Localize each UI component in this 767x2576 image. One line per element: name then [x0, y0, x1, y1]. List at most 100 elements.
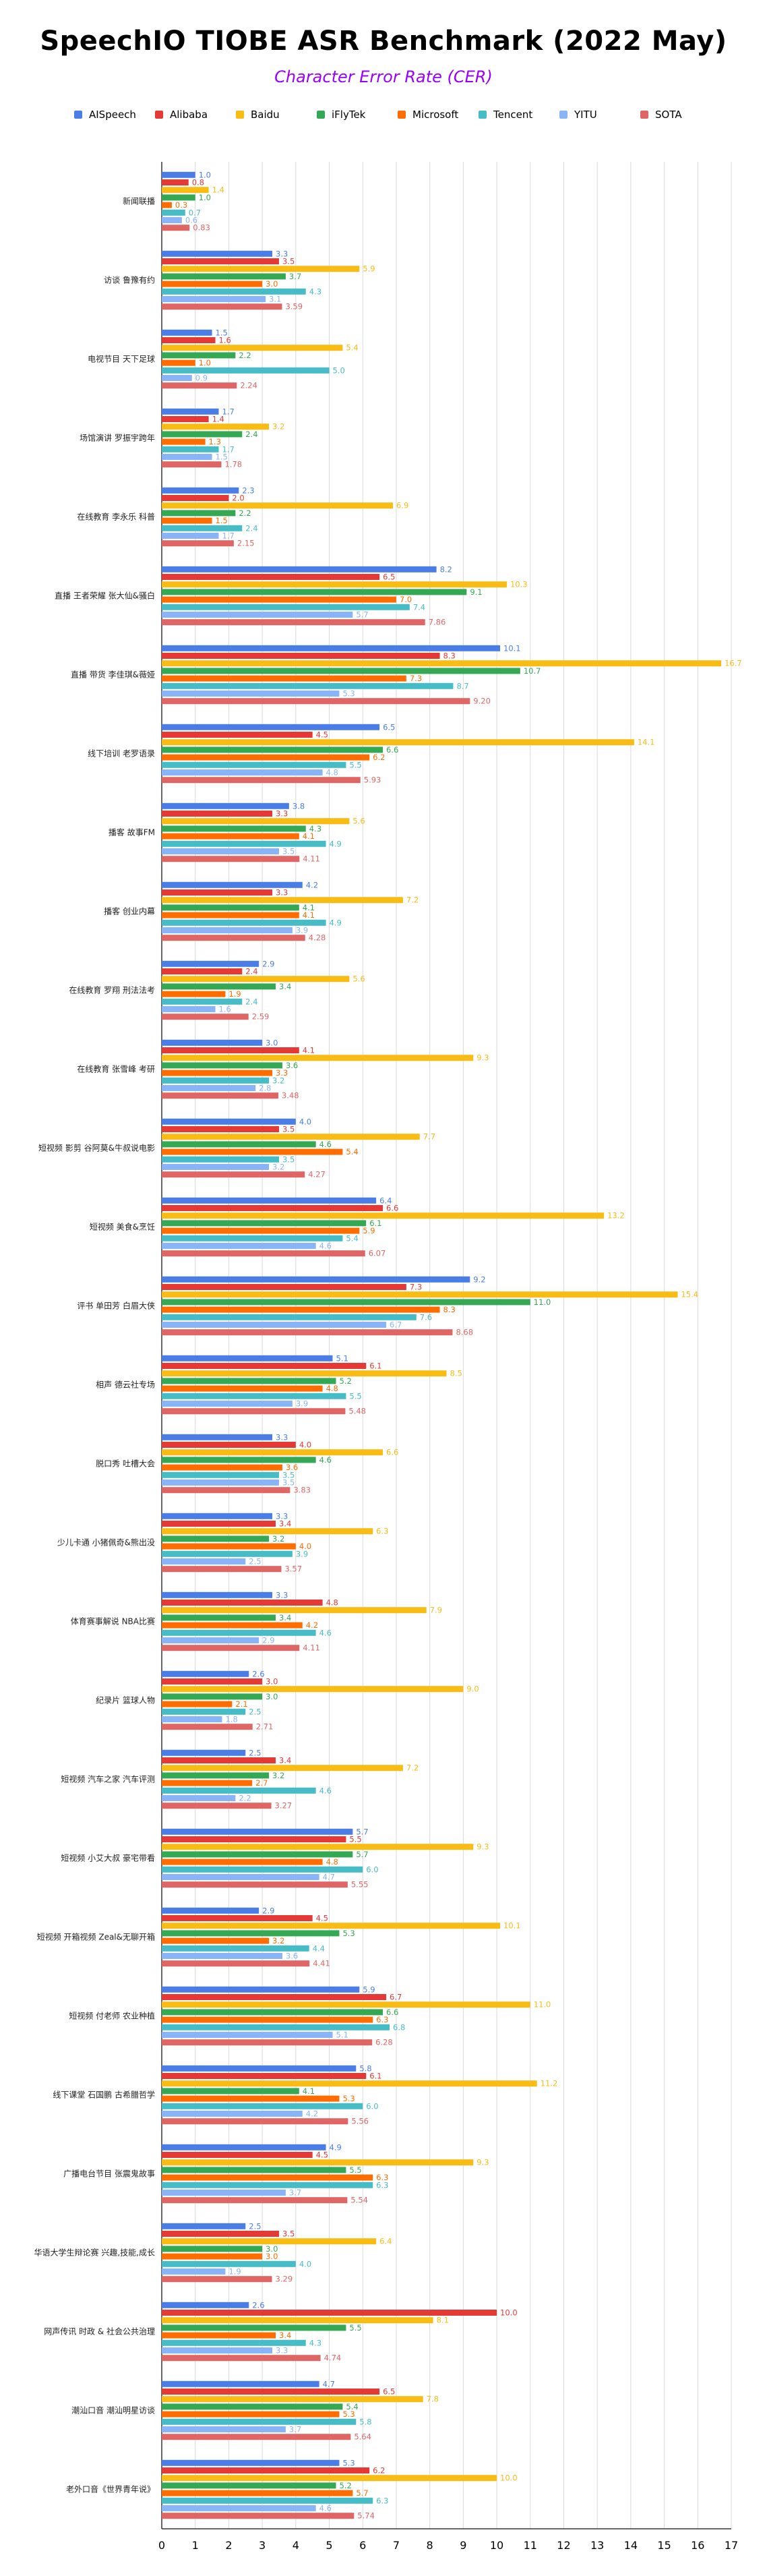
category-label: 华语大学生辩论赛 兴趣,技能,成长 [34, 2248, 155, 2258]
data-label: 6.2 [373, 753, 385, 762]
chart-title: SpeechIO TIOBE ASR Benchmark (2022 May) [40, 26, 727, 57]
bar [162, 2396, 423, 2403]
bar [162, 2111, 303, 2117]
data-label: 6.07 [369, 1249, 386, 1258]
x-tick-label: 15 [657, 2539, 671, 2552]
data-label: 2.15 [237, 539, 255, 548]
bar [162, 991, 226, 997]
category-label: 新闻联播 [123, 196, 155, 206]
data-label: 13.2 [607, 1211, 625, 1221]
data-label: 3.5 [282, 2229, 295, 2239]
bar [162, 1645, 300, 1651]
bar [162, 927, 293, 933]
bar [162, 960, 259, 967]
bar [162, 2167, 346, 2173]
data-label: 5.6 [352, 817, 365, 826]
bar [162, 1134, 420, 1140]
bar [162, 1836, 346, 1842]
data-label: 1.9 [228, 2267, 241, 2277]
bar [162, 1550, 293, 1557]
bar [162, 968, 243, 974]
bar [162, 2223, 246, 2229]
data-label: 0.8 [192, 178, 204, 187]
data-label: 1.0 [199, 358, 211, 368]
bar [162, 1670, 249, 1677]
bar [162, 2355, 321, 2362]
bar [162, 825, 306, 832]
data-label: 4.6 [319, 2504, 332, 2513]
bar [162, 1322, 387, 1328]
data-label: 3.2 [272, 1163, 284, 1172]
bar [162, 1708, 246, 1715]
data-label: 0.6 [185, 216, 197, 225]
data-label: 5.3 [342, 1929, 355, 1938]
data-label: 3.9 [296, 1399, 308, 1409]
data-label: 5.7 [356, 610, 368, 620]
data-label: 2.2 [239, 508, 251, 518]
data-label: 7.3 [410, 1283, 422, 1292]
data-label: 8.3 [443, 651, 456, 661]
data-label: 5.48 [348, 1407, 366, 1416]
legend-swatch [74, 111, 82, 119]
data-label: 2.0 [232, 494, 244, 503]
data-label: 2.5 [249, 1748, 261, 1757]
bar [162, 1363, 367, 1369]
bar [162, 540, 234, 547]
bar [162, 1866, 363, 1873]
bar [162, 2231, 279, 2237]
data-label: 4.0 [299, 1117, 311, 1126]
bar [162, 2238, 377, 2245]
data-label: 4.6 [319, 1140, 332, 1149]
bar [162, 1693, 263, 1700]
data-label: 4.7 [323, 2379, 335, 2389]
data-label: 6.5 [383, 573, 395, 582]
bar [162, 438, 206, 445]
data-label: 2.4 [245, 523, 257, 533]
data-label: 2.24 [240, 381, 257, 390]
bar [162, 1844, 474, 1850]
data-label: 3.6 [286, 1061, 298, 1070]
x-tick-label: 6 [359, 2539, 366, 2552]
category-label: 短视频 美食&烹饪 [90, 1222, 155, 1232]
bar [162, 935, 305, 941]
bar [162, 1055, 474, 1061]
bar [162, 1370, 447, 1377]
data-label: 4.2 [306, 1620, 318, 1630]
bar [162, 1558, 246, 1564]
bar [162, 2403, 343, 2410]
bar [162, 919, 326, 926]
category-label: 短视频 开箱视频 Zeal&无聊开箱 [37, 1932, 155, 1942]
data-label: 5.54 [350, 2196, 368, 2205]
data-label: 5.5 [349, 760, 361, 769]
bar [162, 1566, 282, 1573]
bar [162, 1164, 270, 1170]
data-label: 1.7 [222, 444, 235, 454]
category-label: 场馆演讲 罗振宇跨年 [80, 433, 155, 443]
data-label: 1.8 [225, 1715, 237, 1724]
bar [162, 2505, 316, 2511]
bar [162, 2434, 351, 2440]
bar [162, 1141, 316, 1148]
data-label: 3.0 [266, 1692, 278, 1701]
data-label: 4.4 [313, 1943, 325, 1953]
data-label: 4.1 [303, 1046, 315, 1055]
data-label: 4.5 [316, 1914, 328, 1923]
bar [162, 179, 189, 185]
data-label: 5.9 [363, 1226, 375, 1235]
bar [162, 2197, 348, 2204]
x-tick-label: 9 [460, 2539, 466, 2552]
data-label: 3.8 [293, 801, 305, 811]
bar [162, 408, 219, 415]
data-label: 5.4 [346, 1233, 358, 1243]
x-tick-label: 12 [557, 2539, 570, 2552]
bar [162, 566, 437, 573]
bar [162, 258, 279, 264]
bar [162, 1960, 310, 1967]
bar [162, 2032, 333, 2038]
data-label: 6.3 [376, 2496, 388, 2505]
legend-swatch [559, 111, 567, 119]
data-label: 6.9 [396, 501, 408, 510]
data-label: 6.28 [375, 2038, 393, 2047]
bar [162, 1449, 384, 1456]
bar [162, 517, 212, 524]
